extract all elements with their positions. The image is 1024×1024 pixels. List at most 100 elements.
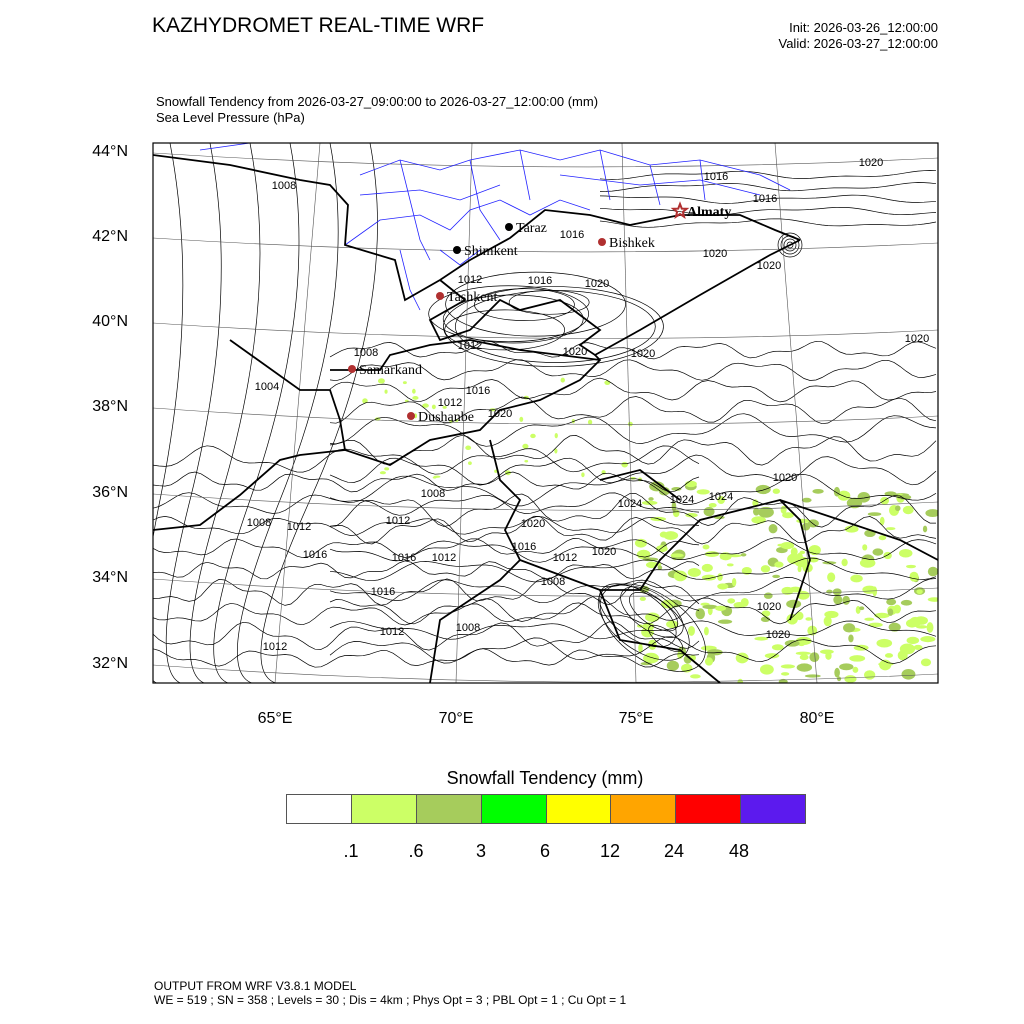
isobar bbox=[329, 620, 937, 640]
country-borders bbox=[153, 154, 938, 683]
isobar bbox=[153, 560, 700, 580]
snowfall-cell bbox=[844, 675, 857, 683]
snowfall-cell bbox=[887, 608, 894, 616]
snowfall-cell bbox=[666, 660, 679, 671]
snowfall-cell bbox=[752, 507, 760, 516]
colorbar-swatch bbox=[351, 795, 417, 823]
snowfall-cell bbox=[820, 649, 834, 655]
isobar bbox=[599, 170, 937, 180]
snowfall-cell bbox=[645, 612, 660, 623]
lat-label: 36°N bbox=[92, 484, 128, 501]
isobar bbox=[153, 578, 700, 606]
lon-label: 65°E bbox=[257, 710, 293, 727]
isobar bbox=[329, 537, 937, 563]
snowfall-cell bbox=[642, 622, 655, 631]
snowfall-cell bbox=[823, 616, 832, 627]
snowfall-cell bbox=[902, 505, 914, 515]
snowfall-cell bbox=[412, 388, 416, 394]
snowfall-cell bbox=[898, 549, 913, 558]
snowfall-cell bbox=[832, 588, 842, 596]
isobar bbox=[783, 238, 797, 252]
isobar bbox=[153, 602, 700, 626]
map-frame bbox=[152, 142, 939, 684]
snowfall-cell bbox=[844, 525, 859, 533]
snowfall-cell bbox=[687, 625, 695, 636]
isobar bbox=[329, 473, 937, 507]
snowfall-cell bbox=[768, 524, 778, 534]
isobar bbox=[329, 396, 937, 425]
colorbar-title: Snowfall Tendency (mm) bbox=[446, 768, 644, 788]
snowfall-cell bbox=[839, 663, 854, 671]
snowfall-cell bbox=[695, 608, 705, 620]
snowfall-cell bbox=[587, 419, 593, 425]
snowfall-cell bbox=[901, 668, 916, 680]
lat-label: 32°N bbox=[92, 655, 128, 672]
contour-label: 1016 bbox=[560, 229, 584, 241]
snowfall-cell bbox=[795, 651, 811, 656]
snowfall-cell bbox=[909, 571, 919, 582]
valid-time: Valid: 2026-03-27_12:00:00 bbox=[778, 36, 939, 51]
snowfall-cell bbox=[786, 613, 798, 625]
snowfall-cell bbox=[884, 653, 894, 658]
contour-label: 1012 bbox=[287, 521, 311, 533]
contour-label: 1020 bbox=[563, 346, 587, 358]
snowfall-cell bbox=[741, 566, 752, 575]
snowfall-cell bbox=[708, 502, 717, 508]
contour-label: 1012 bbox=[263, 641, 287, 653]
isobar bbox=[329, 434, 937, 466]
isobar bbox=[165, 143, 222, 683]
isobar bbox=[153, 143, 184, 683]
snowfall-cell bbox=[384, 467, 390, 471]
city-dot-icon bbox=[453, 246, 461, 254]
isobar bbox=[599, 194, 937, 204]
isobar bbox=[189, 143, 261, 683]
isobar bbox=[329, 515, 937, 545]
colorbar-swatch bbox=[676, 795, 742, 823]
field-description-slp: Sea Level Pressure (hPa) bbox=[156, 110, 305, 125]
snowfall-cell bbox=[702, 604, 718, 610]
snowfall-cell bbox=[431, 404, 436, 410]
isobar bbox=[153, 516, 700, 536]
contour-label: 1004 bbox=[255, 381, 279, 393]
snowfall-cell bbox=[780, 541, 795, 550]
snowfall-cell bbox=[804, 674, 821, 678]
snowfall-cell bbox=[884, 491, 897, 497]
colorbar-label: 24 bbox=[663, 841, 685, 861]
snowfall-cell bbox=[604, 380, 611, 386]
isobar bbox=[620, 586, 684, 638]
isobar bbox=[329, 595, 937, 625]
snowfall-cell bbox=[843, 623, 856, 633]
lon-label: 75°E bbox=[618, 710, 654, 727]
colorbar-label: 3 bbox=[475, 841, 487, 861]
snowfall-cell bbox=[703, 626, 709, 636]
contour-label: 1016 bbox=[392, 552, 416, 564]
contour-label: 1012 bbox=[438, 397, 462, 409]
snowfall-cell bbox=[801, 497, 812, 503]
isobar bbox=[153, 492, 700, 516]
lon-label: 80°E bbox=[799, 710, 835, 727]
contour-label: 1016 bbox=[371, 586, 395, 598]
contour-label: 1012 bbox=[553, 552, 577, 564]
snowfall-cell bbox=[893, 604, 901, 614]
model-config: WE = 519 ; SN = 358 ; Levels = 30 ; Dis … bbox=[154, 993, 627, 1007]
snowfall-cell bbox=[782, 512, 794, 519]
contour-label: 1020 bbox=[592, 546, 616, 558]
contour-label: 1008 bbox=[541, 576, 565, 588]
snowfall-cell bbox=[671, 487, 682, 491]
city-label: Almaty bbox=[687, 205, 731, 220]
lon-label: 70°E bbox=[438, 710, 474, 727]
contour-label: 1020 bbox=[521, 518, 545, 530]
snowfall-cell bbox=[581, 472, 585, 478]
colorbar-label: 6 bbox=[539, 841, 551, 861]
snowfall-cell bbox=[670, 553, 684, 558]
isobar bbox=[329, 340, 937, 360]
snowfall-cell bbox=[758, 506, 774, 518]
snowfall-cell bbox=[827, 572, 836, 583]
isobar bbox=[599, 182, 937, 192]
city-dot-icon bbox=[407, 412, 415, 420]
isobar bbox=[153, 471, 700, 493]
snowfall-cell bbox=[842, 595, 850, 605]
snowfall-cell bbox=[715, 605, 727, 611]
isobar bbox=[329, 359, 937, 382]
